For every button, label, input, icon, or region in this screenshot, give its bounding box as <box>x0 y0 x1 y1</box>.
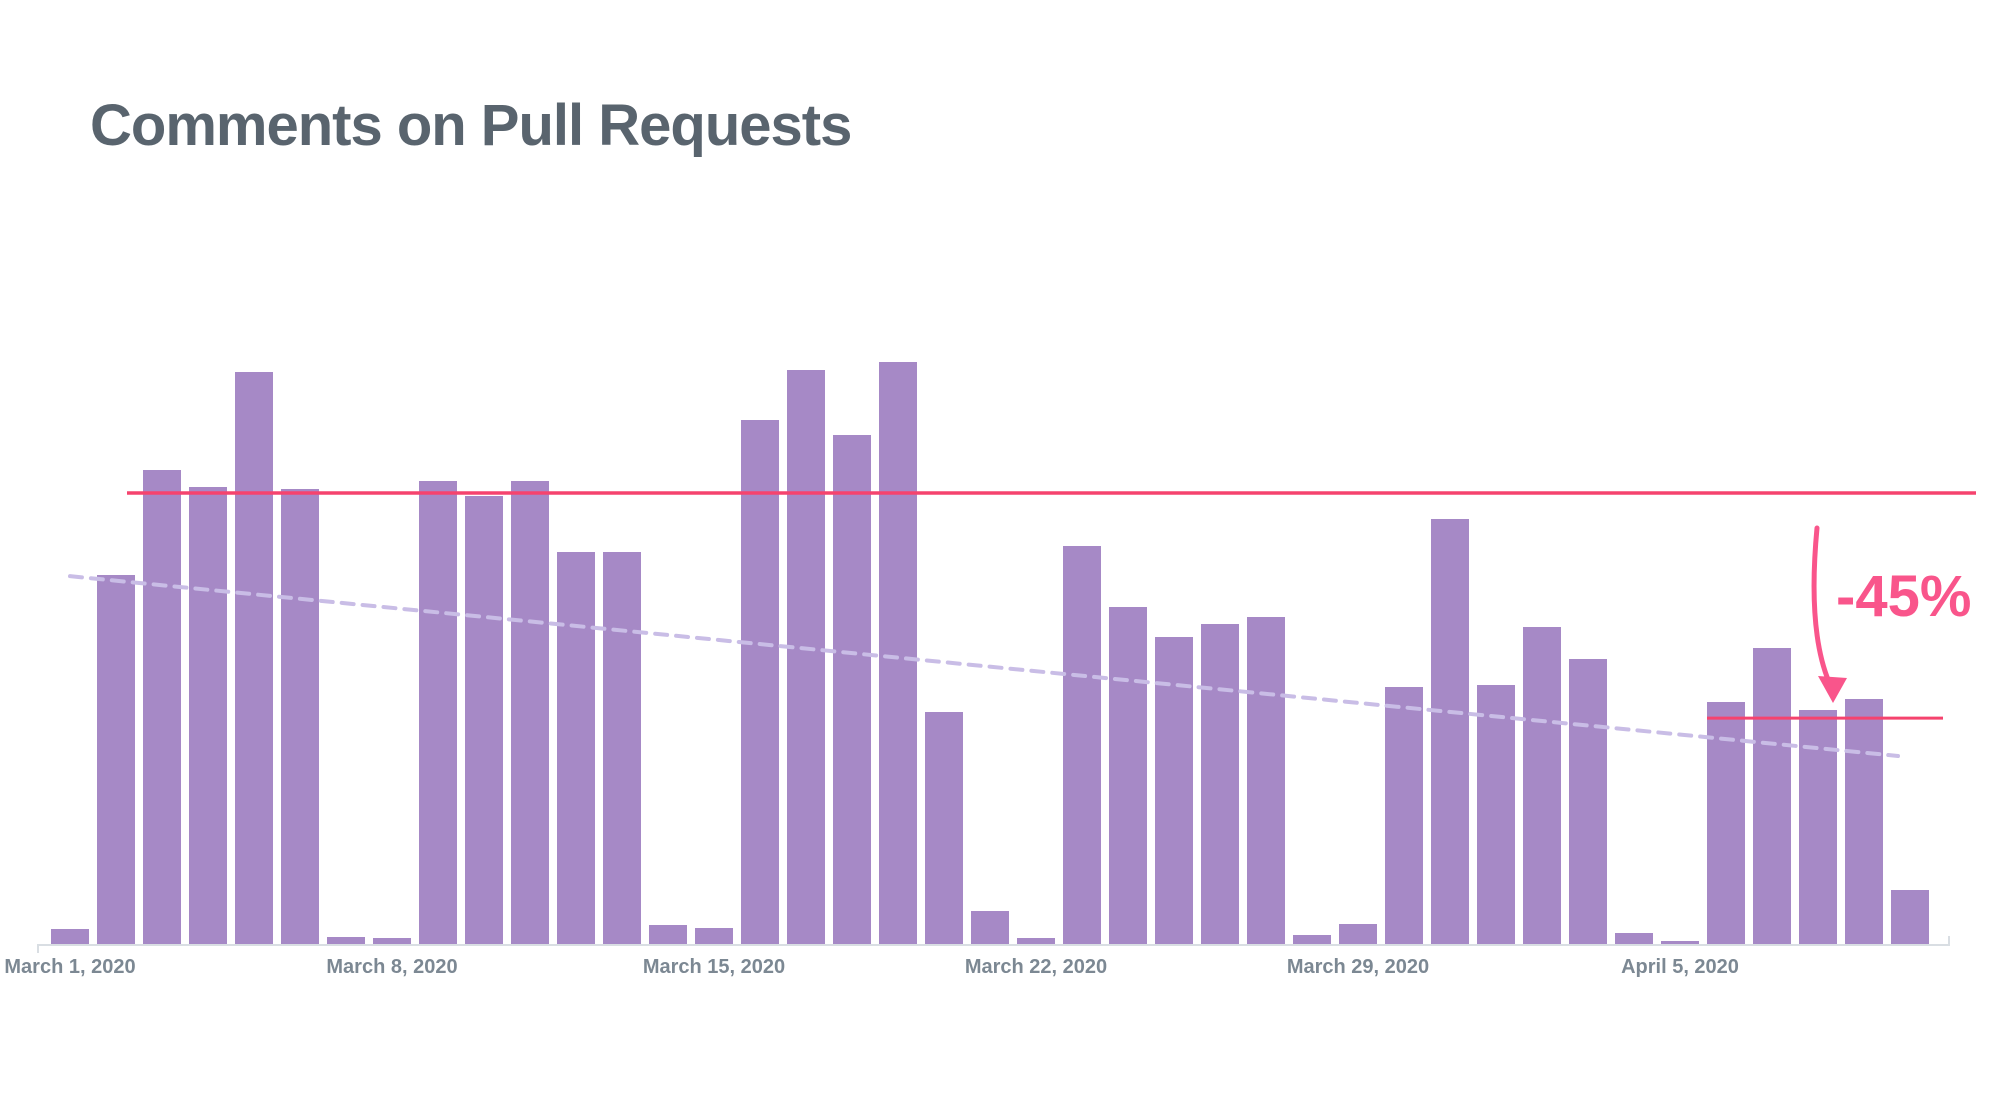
bar-2020-04-07[interactable] <box>1753 647 1791 944</box>
bar-2020-04-01[interactable] <box>1477 685 1515 944</box>
bar-2020-03-29[interactable] <box>1339 924 1377 944</box>
bar-2020-03-01[interactable] <box>51 928 89 944</box>
bar-2020-03-14[interactable] <box>649 924 687 944</box>
bar-2020-03-26[interactable] <box>1201 623 1239 944</box>
x-axis-label: March 22, 2020 <box>964 956 1108 978</box>
bar-2020-03-05[interactable] <box>235 371 273 944</box>
bar-2020-03-16[interactable] <box>741 420 779 944</box>
x-axis-label: March 1, 2020 <box>4 956 136 978</box>
bar-2020-03-27[interactable] <box>1247 616 1285 944</box>
bar-2020-04-02[interactable] <box>1523 626 1561 944</box>
trend-line <box>68 574 1900 759</box>
x-axis-start-tick <box>37 944 39 953</box>
bar-2020-04-03[interactable] <box>1569 658 1607 944</box>
x-axis-end-tick <box>1948 936 1950 945</box>
bar-2020-04-10[interactable] <box>1891 889 1929 944</box>
bar-2020-03-21[interactable] <box>971 910 1009 944</box>
x-axis-label: March 29, 2020 <box>1286 956 1430 978</box>
bar-2020-04-04[interactable] <box>1615 932 1653 944</box>
bar-2020-03-03[interactable] <box>143 470 181 944</box>
bar-2020-04-05[interactable] <box>1661 941 1699 944</box>
delta-label: -45% <box>1836 564 1972 629</box>
bar-2020-04-06[interactable] <box>1707 701 1745 944</box>
bar-2020-03-18[interactable] <box>833 434 871 944</box>
bar-2020-03-06[interactable] <box>281 488 319 944</box>
bar-2020-03-19[interactable] <box>879 362 917 944</box>
x-axis-line <box>37 944 1950 946</box>
x-axis-label: April 5, 2020 <box>1621 956 1739 978</box>
bar-2020-03-07[interactable] <box>327 937 365 944</box>
bar-2020-03-23[interactable] <box>1063 545 1101 944</box>
bar-2020-03-02[interactable] <box>97 575 135 944</box>
bar-2020-03-13[interactable] <box>603 551 641 944</box>
bar-2020-03-25[interactable] <box>1155 637 1193 944</box>
x-axis-label: March 15, 2020 <box>642 956 786 978</box>
bar-2020-03-08[interactable] <box>373 938 411 944</box>
chart-title: Comments on Pull Requests <box>90 93 852 158</box>
bar-2020-03-24[interactable] <box>1109 607 1147 944</box>
bar-2020-03-11[interactable] <box>511 480 549 944</box>
bar-2020-03-17[interactable] <box>787 370 825 944</box>
bar-2020-03-30[interactable] <box>1385 686 1423 944</box>
bar-2020-03-12[interactable] <box>557 551 595 944</box>
bar-2020-03-22[interactable] <box>1017 938 1055 944</box>
bar-2020-04-09[interactable] <box>1845 698 1883 944</box>
bar-2020-03-28[interactable] <box>1293 935 1331 944</box>
bar-2020-03-15[interactable] <box>695 928 733 944</box>
bar-2020-03-04[interactable] <box>189 487 227 944</box>
bar-2020-03-31[interactable] <box>1431 519 1469 944</box>
bar-2020-03-09[interactable] <box>419 480 457 944</box>
bar-2020-03-20[interactable] <box>925 711 963 944</box>
bar-2020-03-10[interactable] <box>465 495 503 944</box>
bar-2020-04-08[interactable] <box>1799 710 1837 944</box>
x-axis-label: March 8, 2020 <box>326 956 458 978</box>
